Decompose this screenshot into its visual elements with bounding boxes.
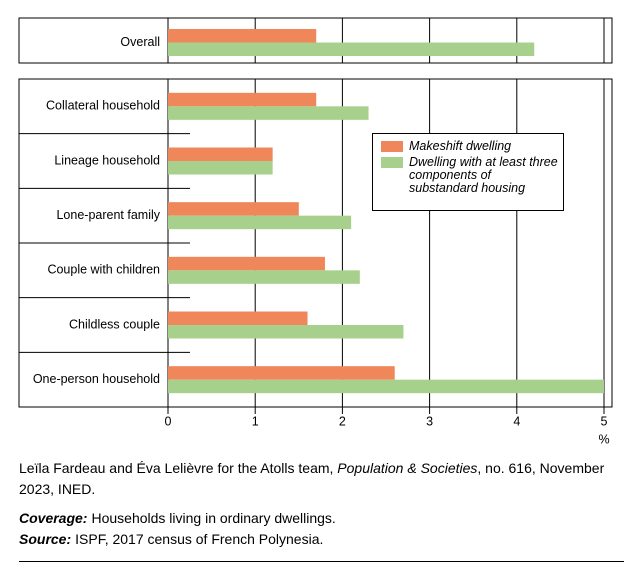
credit-journal: Population & Societies [337,460,478,476]
bar [168,202,299,216]
bar [168,379,604,394]
bar [168,161,273,175]
bar [168,42,535,56]
footer: Leïla Fardeau and Éva Lelièvre for the A… [19,458,619,550]
legend-swatch [381,141,403,152]
bar [168,106,369,120]
coverage-label: Coverage: [19,510,88,526]
bar [168,147,273,161]
panel-frame [18,17,613,64]
legend-label: Makeshift dwelling [409,139,512,153]
bar [168,92,317,107]
category-label: Lineage household [54,153,160,167]
x-tick-label: 2 [339,414,346,428]
category-label: Collateral household [46,99,160,113]
category-label: Childless couple [69,317,160,331]
legend-swatch [381,157,403,168]
legend: Makeshift dwelling Dwelling with at least… [372,133,564,211]
source-text: ISPF, 2017 census of French Polynesia. [75,531,324,547]
x-tick-label: 1 [252,414,259,428]
bar [168,256,325,271]
bar [168,29,317,43]
source: Source: ISPF, 2017 census of French Polyn… [19,529,619,550]
x-tick-label: 3 [426,414,433,428]
x-axis-label: % [598,432,609,446]
source-label: Source: [19,531,72,547]
credit: Leïla Fardeau and Éva Lelièvre for the A… [19,458,619,500]
category-label: Couple with children [47,263,160,277]
coverage: Coverage: Households living in ordinary d… [19,508,619,529]
legend-label: Dwelling with at least three components … [409,155,558,195]
category-label: One-person household [33,372,160,386]
bar [168,270,360,284]
x-tick-label: 0 [165,414,172,428]
rule [19,561,624,562]
category-label: Overall [120,35,160,49]
bar [168,325,404,339]
credit-end: , no. 616, November 2023, INED. [19,460,605,497]
bar [168,215,352,230]
coverage-text: Households living in ordinary dwellings. [91,510,336,526]
x-tick-label: 5 [601,414,608,428]
credit-start: Leïla Fardeau and Éva Lelièvre for the A… [19,460,334,476]
bar [168,311,308,325]
chart: 0 1 2 3 4 5% Overall Collateral household Lineag… [18,17,613,446]
category-label: Lone-parent family [56,208,160,222]
legend-entry: Dwelling with at least three components … [377,156,559,195]
x-tick-label: 4 [513,414,520,428]
legend-entry: Makeshift dwelling [377,140,559,153]
bar [168,366,395,380]
